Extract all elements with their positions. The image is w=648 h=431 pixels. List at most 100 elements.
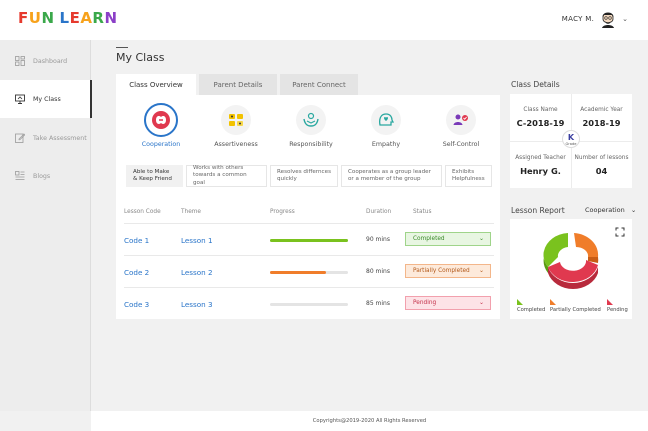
chevron-down-icon: ⌄ [478,235,484,242]
sub-skill-line: Helpfulness [452,176,485,182]
sub-skill-line: Resolves differnces [277,168,331,175]
fun-learn-logo[interactable]: FUN LEARN [18,9,118,27]
user-menu[interactable]: MACY M. ⌄ [562,10,628,28]
progress-bar [270,271,348,274]
logo-letter: R [92,9,105,27]
lesson-code-link[interactable]: Code 1 [124,236,150,245]
sub-skill-line: or a member of the group [348,176,421,182]
status-dropdown[interactable]: Completed ⌄ [405,232,491,246]
trait-empathy[interactable]: Empathy [351,105,421,148]
sub-skill-group-leader[interactable]: Cooperates as a group leader or a member … [341,165,442,187]
progress-fill [270,271,327,274]
table-row: Code 3 Lesson 3 85 mins Pending ⌄ [124,287,494,319]
status-dropdown[interactable]: Partially Completed ⌄ [405,264,491,278]
user-avatar-icon [600,10,616,28]
col-theme: Theme [181,209,201,215]
trait-self-control[interactable]: Self-Control [426,105,496,148]
class-details-title: Class Details [511,80,560,89]
status-label: Completed [413,236,445,242]
self-control-icon [446,105,476,135]
class-name-cell: Class Name C-2018-19 [510,107,571,128]
lesson-theme-link[interactable]: Lesson 1 [181,236,213,245]
col-duration: Duration [366,209,392,215]
logo-letter: U [28,9,42,27]
trait-label: Assertiveness [214,141,258,148]
sidebar-item-dashboard[interactable]: Dashboard [0,42,91,80]
progress-fill [270,239,348,242]
class-name-label: Class Name [523,107,558,113]
trait-cooperation[interactable]: Cooperation [126,103,196,148]
app-header: FUN LEARN MACY M. ⌄ [0,0,648,40]
lesson-table-header: Lesson Code Theme Progress Duration Stat… [124,209,494,219]
edit-icon [15,133,25,143]
legend-completed: Completed [517,299,545,313]
sub-skill-line: quickly [277,176,297,182]
sub-skill-common-goal[interactable]: Works with others towards a common goal [186,165,267,187]
logo-letter: L [59,9,70,27]
lesson-duration: 90 mins [366,236,390,243]
class-overview-card: Cooperation Assertiveness Responsibility… [116,95,500,319]
sub-skill-line: Works with others [193,165,244,172]
teacher-cell: Assigned Teacher Henry G. [510,155,571,176]
lesson-donut-chart [543,233,599,289]
sub-skill-line: & Keep Friend [133,176,172,182]
expand-icon[interactable] [615,227,625,237]
chevron-down-icon: ⌄ [630,206,637,214]
legend-label: Partially Completed [550,307,601,313]
class-name-value: C-2018-19 [516,118,565,128]
logo-letter: A [80,9,93,27]
trait-label: Cooperation [141,141,181,148]
academic-year-cell: Academic Year 2018-19 [571,107,632,128]
sub-skill-line: towards a common goal [193,172,247,186]
responsibility-icon [296,105,326,135]
sidebar-item-label: Blogs [33,172,51,180]
monitor-icon [15,94,25,104]
class-tabs: Class Overview Parent Details Parent Con… [116,74,358,95]
sidebar: Dashboard My Class Take Assessment Blogs [0,40,92,411]
sidebar-item-label: Take Assessment [33,134,87,142]
trait-select[interactable]: Cooperation ⌄ [585,206,636,214]
lesson-report-title: Lesson Report [511,206,565,215]
chevron-down-icon: ⌄ [478,267,484,274]
lesson-code-link[interactable]: Code 3 [124,300,150,309]
chevron-down-icon[interactable]: ⌄ [622,15,628,23]
lesson-duration: 80 mins [366,268,390,275]
lessons-label: Number of lessons [574,155,629,161]
assertiveness-icon [221,105,251,135]
trait-responsibility[interactable]: Responsibility [276,105,346,148]
grade-label: Grade [565,142,577,146]
sub-skill-line: Exhibits [452,168,475,175]
sub-skill-helpfulness[interactable]: Exhibits Helpfulness [445,165,492,187]
legend-partially-completed: Partially Completed [550,299,601,313]
copyright-text: Copyrights@2019-2020 All Rights Reserved [312,418,427,424]
sidebar-item-blogs[interactable]: Blogs [0,157,91,195]
lesson-code-link[interactable]: Code 2 [124,268,150,277]
lesson-theme-link[interactable]: Lesson 2 [181,268,213,277]
sub-skill-list: Able to Make & Keep Friend Works with oth… [126,165,492,187]
tab-parent-connect[interactable]: Parent Connect [280,74,358,95]
grade-letter: K [567,133,575,142]
logo-letter: F [18,9,29,27]
trait-list: Cooperation Assertiveness Responsibility… [126,103,496,151]
legend-swatch [550,299,556,305]
table-row: Code 2 Lesson 2 80 mins Partially Completed… [124,255,494,287]
legend-label: Completed [517,307,546,313]
page-title: My Class [116,51,165,64]
status-dropdown[interactable]: Pending ⌄ [405,296,491,310]
sidebar-item-take-assessment[interactable]: Take Assessment [0,119,91,157]
lessons-value: 04 [595,166,608,176]
trait-select-value: Cooperation [585,206,625,214]
page-footer: Copyrights@2019-2020 All Rights Reserved [91,411,648,431]
trait-assertiveness[interactable]: Assertiveness [201,105,271,148]
dashboard-icon [15,56,25,66]
class-details-card: Class Name C-2018-19 Academic Year 2018-… [510,94,632,188]
sidebar-item-my-class[interactable]: My Class [0,80,92,118]
sub-skill-resolves[interactable]: Resolves differnces quickly [270,165,338,187]
lesson-report-card: Completed Partially Completed Pending [510,219,632,319]
tab-class-overview[interactable]: Class Overview [116,74,196,95]
lesson-duration: 85 mins [366,300,390,307]
tab-parent-details[interactable]: Parent Details [199,74,277,95]
teacher-value: Henry G. [520,166,561,176]
sub-skill-friend[interactable]: Able to Make & Keep Friend [126,165,183,187]
lesson-theme-link[interactable]: Lesson 3 [181,300,213,309]
